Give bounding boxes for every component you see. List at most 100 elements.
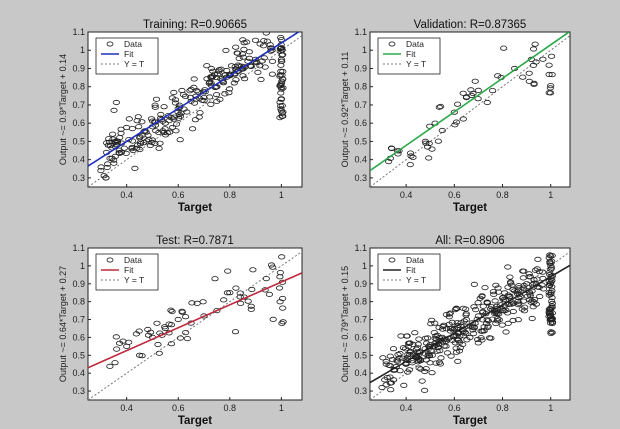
y-tick-label: 0.9 xyxy=(72,279,85,289)
data-point xyxy=(193,88,201,94)
data-point xyxy=(399,345,407,351)
data-point xyxy=(501,297,509,303)
data-point xyxy=(103,164,111,171)
fit-line xyxy=(370,264,570,384)
legend-marker-data xyxy=(106,41,114,47)
data-point xyxy=(539,56,547,62)
chart-title: All: R=0.8906 xyxy=(435,235,504,247)
data-point xyxy=(409,154,417,160)
data-point xyxy=(405,340,414,346)
data-point xyxy=(189,126,197,132)
data-point xyxy=(278,86,286,92)
data-point xyxy=(479,317,487,323)
y-tick-label: 1.1 xyxy=(72,27,85,37)
data-point xyxy=(453,320,461,326)
data-point xyxy=(163,130,171,136)
y-tick-label: 1 xyxy=(362,261,367,271)
y-tick-label: 0.8 xyxy=(354,297,367,307)
data-point xyxy=(450,109,458,115)
data-point xyxy=(174,106,182,112)
data-point xyxy=(136,141,144,147)
data-point xyxy=(470,281,478,287)
data-point xyxy=(395,355,403,361)
data-point xyxy=(131,165,139,171)
data-point xyxy=(247,63,255,69)
data-point xyxy=(222,47,230,54)
data-point xyxy=(277,37,285,43)
data-point xyxy=(466,334,474,341)
data-point xyxy=(525,70,533,76)
y-tick-label: 1.1 xyxy=(354,27,367,37)
data-point xyxy=(112,99,121,106)
data-point xyxy=(193,300,201,306)
data-point xyxy=(254,69,262,76)
data-point xyxy=(451,122,459,128)
data-point xyxy=(425,155,433,161)
data-point xyxy=(230,80,238,86)
data-point xyxy=(113,346,121,352)
data-point xyxy=(156,140,164,146)
data-point xyxy=(235,55,243,62)
y-tick-label: 1 xyxy=(80,261,85,271)
data-point xyxy=(454,358,462,364)
data-point xyxy=(459,90,467,96)
data-point xyxy=(428,317,436,323)
data-point xyxy=(135,124,143,130)
data-point xyxy=(446,310,454,316)
identity-line xyxy=(370,35,570,187)
data-point xyxy=(434,138,442,144)
data-point xyxy=(547,330,555,337)
data-point xyxy=(170,116,178,122)
data-point xyxy=(151,104,159,110)
data-point xyxy=(241,76,249,82)
data-point xyxy=(546,260,554,266)
data-point xyxy=(266,42,274,48)
data-point xyxy=(277,90,285,96)
data-point xyxy=(411,330,419,336)
data-point xyxy=(533,266,541,272)
data-point xyxy=(480,328,488,334)
data-point xyxy=(176,113,185,120)
x-tick-label: 0.4 xyxy=(400,403,413,413)
data-point xyxy=(469,330,478,337)
data-point xyxy=(483,317,491,323)
legend-entry: Fit xyxy=(406,265,416,275)
data-point xyxy=(265,291,273,297)
data-point xyxy=(494,285,502,291)
data-point xyxy=(452,305,460,311)
data-point xyxy=(498,306,506,312)
x-tick-label: 0.8 xyxy=(496,190,509,200)
legend-box xyxy=(377,37,441,75)
data-point xyxy=(504,264,512,270)
data-point xyxy=(206,94,214,100)
data-point xyxy=(151,102,159,108)
data-point xyxy=(165,118,173,124)
data-point xyxy=(422,357,430,363)
data-point xyxy=(404,357,412,364)
data-point xyxy=(176,137,184,143)
data-point xyxy=(138,119,146,125)
subplot-2: 0.4 0.6 0.8 1 0.3 0.4 0.5 0.6 0.7 0.8 0.9 1 1.1 Valid… xyxy=(340,19,571,214)
data-point xyxy=(389,377,398,383)
data-point xyxy=(520,282,528,289)
legend-entry: Fit xyxy=(124,49,134,59)
data-point xyxy=(546,283,554,289)
data-point xyxy=(245,55,254,62)
data-point xyxy=(462,94,471,100)
data-point xyxy=(209,68,217,74)
data-point xyxy=(279,113,287,119)
data-point xyxy=(248,286,256,293)
data-point xyxy=(426,360,434,366)
data-point xyxy=(436,361,444,367)
data-point xyxy=(547,306,555,312)
data-point xyxy=(527,299,535,305)
data-point xyxy=(448,325,456,331)
data-point xyxy=(128,144,136,151)
data-point xyxy=(106,363,114,369)
data-point xyxy=(226,86,234,92)
data-point xyxy=(527,56,536,63)
data-point xyxy=(151,140,159,147)
data-point xyxy=(428,146,436,152)
data-point xyxy=(154,341,162,348)
y-tick-label: 0.4 xyxy=(354,368,367,378)
